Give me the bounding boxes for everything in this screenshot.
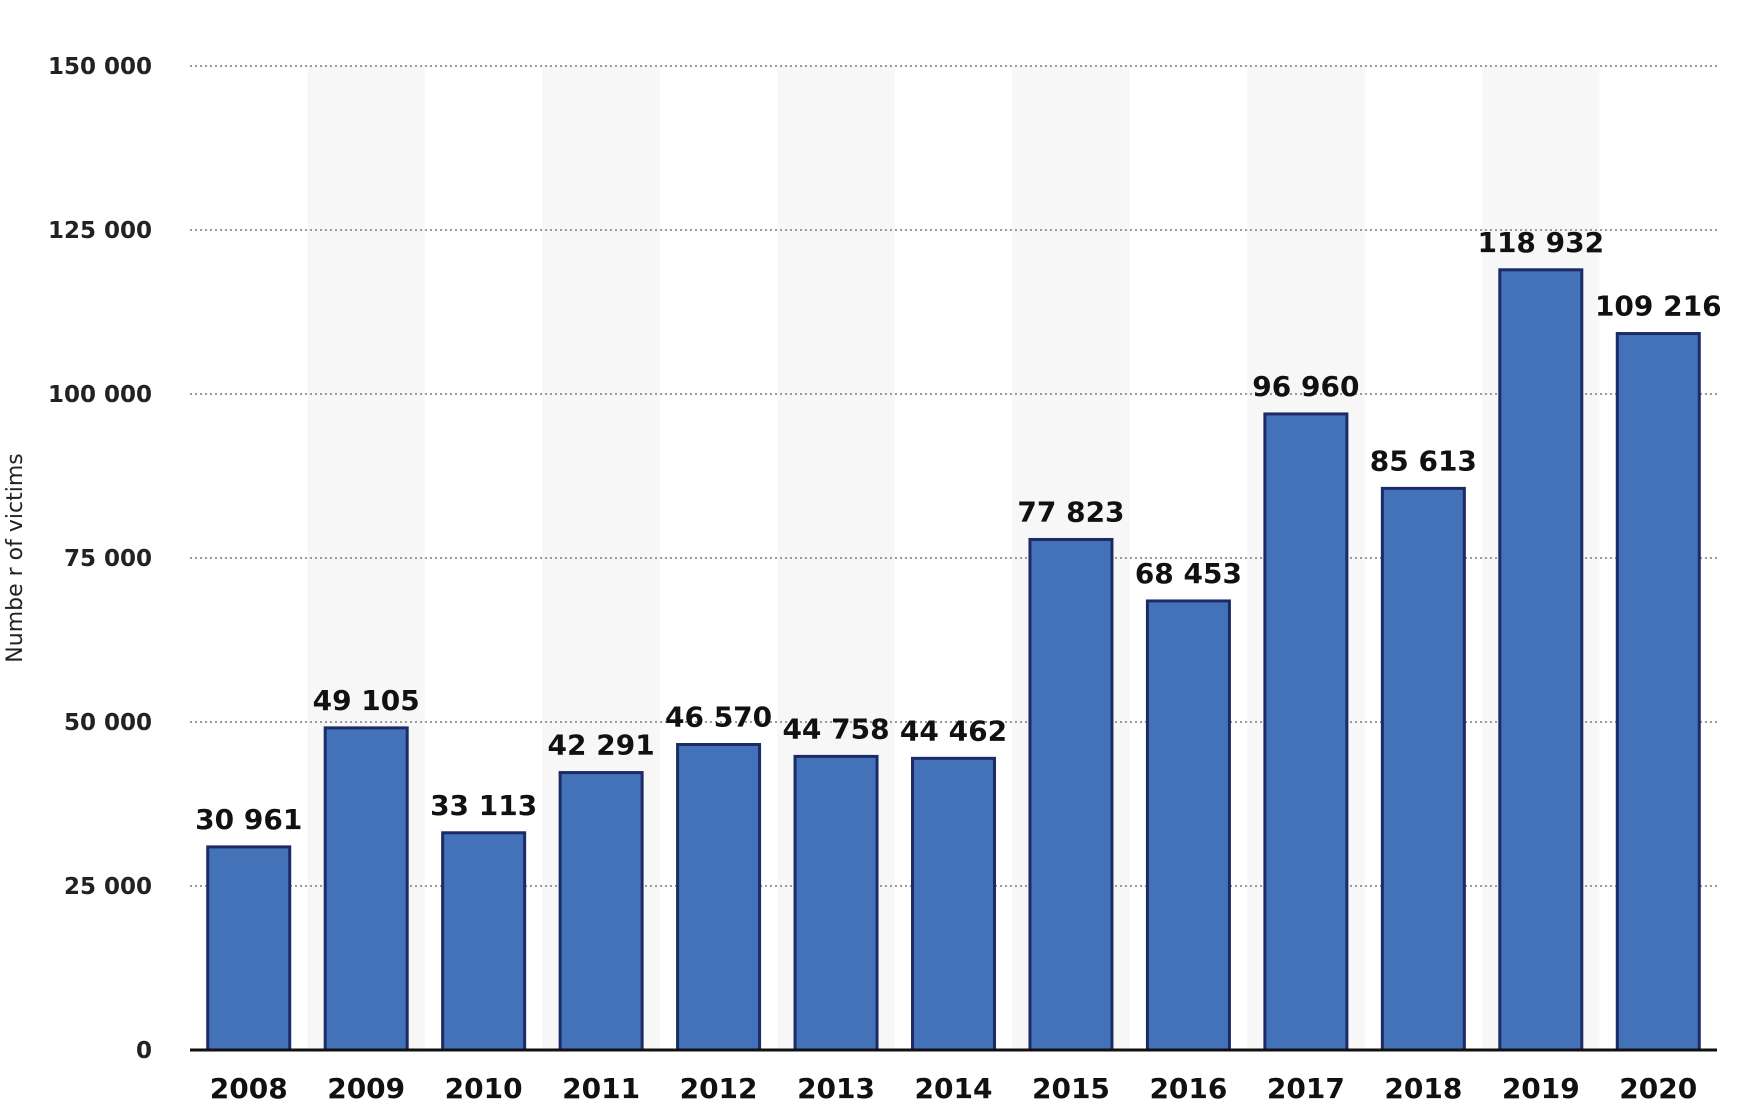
x-tick-label: 2013 bbox=[797, 1072, 875, 1101]
x-tick-label: 2015 bbox=[1032, 1072, 1110, 1101]
y-tick-label: 50 000 bbox=[64, 710, 152, 736]
bar-2019 bbox=[1498, 268, 1584, 1052]
x-tick-label: 2017 bbox=[1267, 1072, 1345, 1101]
bar-2009 bbox=[323, 726, 409, 1052]
x-tick-label: 2009 bbox=[327, 1072, 405, 1101]
x-tick-label: 2011 bbox=[562, 1072, 640, 1101]
data-label-2018: 85 613 bbox=[1370, 444, 1477, 477]
data-label-2016: 68 453 bbox=[1135, 557, 1242, 590]
y-tick-label: 150 000 bbox=[48, 54, 152, 80]
bar-2014 bbox=[911, 756, 996, 1052]
y-tick-label: 125 000 bbox=[48, 218, 152, 244]
x-tick-label: 2018 bbox=[1384, 1072, 1462, 1101]
data-label-2008: 30 961 bbox=[195, 803, 302, 836]
y-axis-ticks: 0 25 000 50 000 75 000 100 000 125 000 150 000 bbox=[48, 54, 152, 1064]
y-tick-label: 25 000 bbox=[64, 874, 152, 900]
data-label-2011: 42 291 bbox=[548, 729, 655, 762]
x-tick-label: 2019 bbox=[1502, 1072, 1580, 1101]
x-tick-label: 2014 bbox=[915, 1072, 993, 1101]
data-label-2013: 44 758 bbox=[782, 712, 889, 745]
x-tick-label: 2008 bbox=[210, 1072, 288, 1101]
bar-2020 bbox=[1615, 332, 1701, 1052]
bar-2011 bbox=[558, 771, 644, 1052]
x-tick-label: 2012 bbox=[680, 1072, 758, 1101]
data-label-2019: 118 932 bbox=[1477, 226, 1604, 259]
x-tick-label: 2016 bbox=[1149, 1072, 1227, 1101]
bar-2018 bbox=[1380, 486, 1466, 1052]
bar-2016 bbox=[1145, 599, 1231, 1052]
x-axis-ticks: 2008 2009 2010 2011 2012 2013 2014 2015 2016 2017… bbox=[210, 1072, 1697, 1101]
data-labels: 30 961 49 105 33 113 42 291 46 570 44 758 44 4… bbox=[195, 226, 1721, 836]
data-label-2015: 77 823 bbox=[1017, 495, 1124, 528]
bar-2017 bbox=[1263, 412, 1349, 1052]
bar-2008 bbox=[206, 845, 292, 1052]
data-label-2017: 96 960 bbox=[1252, 370, 1359, 403]
x-tick-label: 2020 bbox=[1619, 1072, 1697, 1101]
x-tick-label: 2010 bbox=[445, 1072, 523, 1101]
data-label-2009: 49 105 bbox=[313, 684, 420, 717]
y-tick-label: 75 000 bbox=[64, 546, 152, 572]
data-label-2014: 44 462 bbox=[900, 714, 1007, 747]
bar-2015 bbox=[1028, 537, 1114, 1052]
bar-2012 bbox=[676, 743, 762, 1052]
data-label-2010: 33 113 bbox=[430, 789, 537, 822]
data-label-2012: 46 570 bbox=[665, 701, 772, 734]
bar-2010 bbox=[441, 831, 527, 1052]
bar-2013 bbox=[793, 754, 879, 1052]
bars bbox=[206, 268, 1701, 1052]
y-tick-label: 0 bbox=[136, 1038, 152, 1064]
y-axis-label: Numbe r of victims bbox=[3, 453, 28, 662]
data-label-2020: 109 216 bbox=[1595, 290, 1722, 323]
y-tick-label: 100 000 bbox=[48, 382, 152, 408]
